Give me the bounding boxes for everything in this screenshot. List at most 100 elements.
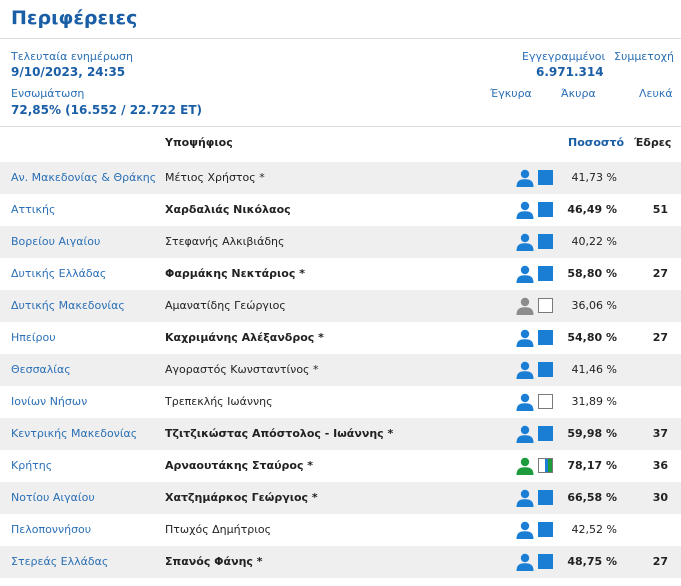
- vote-percentage: 54,80 %: [567, 331, 617, 344]
- region-name[interactable]: Αττικής: [11, 203, 56, 216]
- party-color-swatch: [538, 330, 553, 345]
- candidate-name: Αγοραστός Κωνσταντίνος *: [165, 363, 319, 376]
- party-color-swatch: [538, 170, 553, 185]
- party-color-swatch: [538, 490, 553, 505]
- candidate-name: Χατζημάρκος Γεώργιος *: [165, 491, 318, 504]
- region-name[interactable]: Θεσσαλίας: [11, 363, 71, 376]
- person-blue-icon: [515, 424, 535, 444]
- turnout-label: Συμμετοχή: [614, 50, 674, 63]
- seat-count: 51: [652, 203, 668, 216]
- candidate-name: Τρεπεκλής Ιωάννης: [165, 395, 273, 408]
- person-blue-icon: [515, 200, 535, 220]
- party-color-swatch: [538, 202, 553, 217]
- seat-count: 36: [652, 459, 668, 472]
- table-row[interactable]: Κεντρικής Μακεδονίας Τζιτζικώστας Απόστολ…: [0, 418, 681, 450]
- region-name[interactable]: Πελοποννήσου: [11, 523, 92, 536]
- table-row[interactable]: Δυτικής Μακεδονίας Αμανατίδης Γεώργιος 36,…: [0, 290, 681, 322]
- candidate-name: Πτωχός Δημήτριος: [165, 523, 272, 536]
- seat-count: 27: [652, 555, 668, 568]
- region-name[interactable]: Κεντρικής Μακεδονίας: [11, 427, 138, 440]
- region-name[interactable]: Αν. Μακεδονίας & Θράκης: [11, 171, 157, 184]
- person-blue-icon: [515, 392, 535, 412]
- region-name[interactable]: Κρήτης: [11, 459, 53, 472]
- header-seats: Έδρες: [634, 136, 672, 149]
- registered-label: Εγγεγραμμένοι: [522, 50, 606, 63]
- party-color-swatch: [538, 426, 553, 441]
- candidate-name: Χαρδαλιάς Νικόλαος: [165, 203, 291, 216]
- vote-percentage: 48,75 %: [567, 555, 617, 568]
- integration-value: 72,85% (16.552 / 22.722 ΕΤ): [11, 103, 203, 117]
- region-name[interactable]: Βορείου Αιγαίου: [11, 235, 101, 248]
- table-row[interactable]: Κρήτης Αρναουτάκης Σταύρος * 78,17 % 36: [0, 450, 681, 482]
- vote-percentage: 46,49 %: [567, 203, 617, 216]
- candidate-name: Φαρμάκης Νεκτάριος *: [165, 267, 305, 280]
- table-row[interactable]: Αν. Μακεδονίας & Θράκης Μέτιος Χρήστος * 4…: [0, 162, 681, 194]
- invalid-label: Άκυρα: [561, 87, 596, 100]
- vote-percentage: 36,06 %: [571, 299, 617, 312]
- person-blue-icon: [515, 168, 535, 188]
- seat-count: 37: [652, 427, 668, 440]
- party-color-swatch: [538, 554, 553, 569]
- vote-percentage: 66,58 %: [567, 491, 617, 504]
- table-row[interactable]: Βορείου Αιγαίου Στεφανής Αλκιβιάδης 40,22 …: [0, 226, 681, 258]
- party-color-swatch: [538, 298, 553, 313]
- valid-label: Έγκυρα: [490, 87, 532, 100]
- person-blue-icon: [515, 264, 535, 284]
- region-name[interactable]: Ιονίων Νήσων: [11, 395, 88, 408]
- candidate-name: Μέτιος Χρήστος *: [165, 171, 265, 184]
- vote-percentage: 41,73 %: [571, 171, 617, 184]
- header-percent[interactable]: Ποσοστό: [568, 136, 625, 149]
- region-name[interactable]: Δυτικής Μακεδονίας: [11, 299, 125, 312]
- candidate-name: Τζιτζικώστας Απόστολος - Ιωάννης *: [165, 427, 394, 440]
- seat-count: 30: [652, 491, 668, 504]
- table-row[interactable]: Ηπείρου Καχριμάνης Αλέξανδρος * 54,80 % 27: [0, 322, 681, 354]
- seat-count: 27: [652, 267, 668, 280]
- integration-label: Ενσωμάτωση: [11, 87, 85, 100]
- party-color-swatch: [538, 362, 553, 377]
- region-name[interactable]: Ηπείρου: [11, 331, 56, 344]
- candidate-name: Σπανός Φάνης *: [165, 555, 263, 568]
- table-row[interactable]: Στερεάς Ελλάδας Σπανός Φάνης * 48,75 % 27: [0, 546, 681, 578]
- region-name[interactable]: Δυτικής Ελλάδας: [11, 267, 107, 280]
- table-row[interactable]: Νοτίου Αιγαίου Χατζημάρκος Γεώργιος * 66,5…: [0, 482, 681, 514]
- vote-percentage: 59,98 %: [567, 427, 617, 440]
- seat-count: 27: [652, 331, 668, 344]
- person-gray-icon: [515, 296, 535, 316]
- summary-divider: [0, 126, 681, 127]
- table-row[interactable]: Ιονίων Νήσων Τρεπεκλής Ιωάννης 31,89 %: [0, 386, 681, 418]
- vote-percentage: 40,22 %: [571, 235, 617, 248]
- last-update-label: Τελευταία ενημέρωση: [11, 50, 133, 63]
- person-blue-icon: [515, 232, 535, 252]
- region-name[interactable]: Νοτίου Αιγαίου: [11, 491, 95, 504]
- blank-label: Λευκά: [639, 87, 673, 100]
- party-color-swatch: [538, 394, 553, 409]
- region-name[interactable]: Στερεάς Ελλάδας: [11, 555, 109, 568]
- last-update-value: 9/10/2023, 24:35: [11, 65, 126, 79]
- registered-value: 6.971.314: [536, 65, 604, 79]
- person-blue-icon: [515, 552, 535, 572]
- vote-percentage: 58,80 %: [567, 267, 617, 280]
- person-blue-icon: [515, 360, 535, 380]
- party-color-swatch: [538, 234, 553, 249]
- person-blue-icon: [515, 488, 535, 508]
- party-color-swatch: [538, 522, 553, 537]
- table-row[interactable]: Θεσσαλίας Αγοραστός Κωνσταντίνος * 41,46 %: [0, 354, 681, 386]
- table-row[interactable]: Αττικής Χαρδαλιάς Νικόλαος 46,49 % 51: [0, 194, 681, 226]
- party-color-swatch: [538, 458, 553, 473]
- table-row[interactable]: Δυτικής Ελλάδας Φαρμάκης Νεκτάριος * 58,80…: [0, 258, 681, 290]
- vote-percentage: 41,46 %: [571, 363, 617, 376]
- vote-percentage: 31,89 %: [571, 395, 617, 408]
- candidate-name: Αμανατίδης Γεώργιος: [165, 299, 286, 312]
- candidate-name: Αρναουτάκης Σταύρος *: [165, 459, 314, 472]
- table-row[interactable]: Πελοποννήσου Πτωχός Δημήτριος 42,52 %: [0, 514, 681, 546]
- vote-percentage: 42,52 %: [571, 523, 617, 536]
- candidate-name: Καχριμάνης Αλέξανδρος *: [165, 331, 324, 344]
- person-blue-icon: [515, 328, 535, 348]
- title-divider: [0, 38, 681, 39]
- person-green-icon: [515, 456, 535, 476]
- candidate-name: Στεφανής Αλκιβιάδης: [165, 235, 285, 248]
- party-color-swatch: [538, 266, 553, 281]
- person-blue-icon: [515, 520, 535, 540]
- page-title: Περιφέρειες: [11, 7, 138, 29]
- header-candidate: Υποψήφιος: [165, 136, 233, 149]
